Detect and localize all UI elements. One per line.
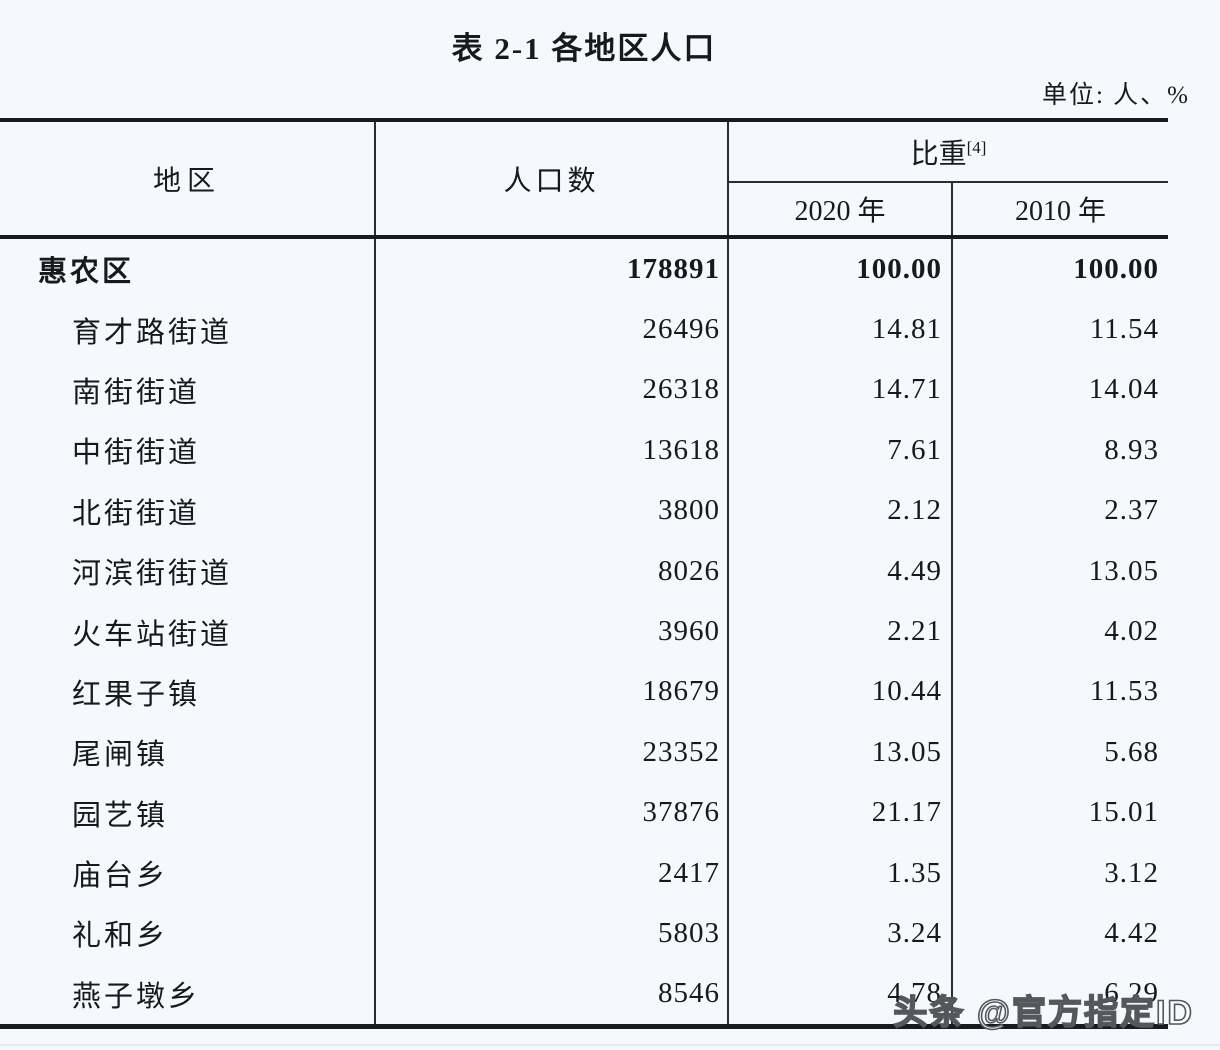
cell-region: 惠农区 (0, 239, 376, 300)
table-row: 红果子镇 18679 10.44 11.53 (0, 661, 1168, 723)
table-row: 河滨街街道 8026 4.49 13.05 (0, 540, 1168, 602)
cell-region: 南街街道 (0, 359, 376, 421)
cell-region: 礼和乡 (0, 903, 376, 964)
cell-region: 中街街道 (0, 420, 376, 481)
cell-share-2010: 6.29 (1104, 977, 1159, 1010)
table-row: 尾闸镇 23352 13.05 5.68 (0, 722, 1168, 783)
cell-region: 北街街道 (0, 480, 376, 541)
cell-population: 26318 (376, 359, 729, 421)
cell-population: 2417 (376, 842, 729, 904)
cell-share-2010: 13.05 (1088, 554, 1159, 587)
cell-share-2010: 3.12 (1104, 856, 1159, 889)
cell-share-2010: 4.02 (1104, 615, 1159, 648)
table-row: 育才路街道 26496 14.81 11.54 (0, 299, 1168, 360)
divider (0, 1044, 1220, 1046)
cell-share-2020: 10.44 (729, 661, 953, 723)
cell-region: 庙台乡 (0, 842, 376, 904)
cell-share-2010: 100.00 (1073, 252, 1159, 285)
unit-label: 单位: 人、% (1041, 82, 1190, 109)
cell-share-2020: 4.78 (729, 963, 953, 1025)
table-row: 燕子墩乡 8546 4.78 6.29 (0, 963, 1168, 1025)
cell-share-2020: 7.61 (729, 420, 953, 481)
cell-population: 13618 (376, 420, 729, 481)
cell-share-2020: 1.35 (729, 842, 953, 904)
table-header: 地区 人口数 比重 [4] 2020 年 2010 年 (0, 122, 1168, 239)
cell-population: 37876 (376, 782, 729, 843)
cell-share-2020: 2.12 (729, 480, 953, 541)
cell-share-2010: 15.01 (1088, 796, 1159, 829)
cell-share-2020: 3.24 (729, 903, 953, 964)
cell-region: 火车站街道 (0, 601, 376, 662)
cell-population: 178891 (376, 239, 729, 300)
cell-share-2010: 8.93 (1104, 433, 1159, 466)
cell-share-2020: 13.05 (729, 722, 953, 783)
cell-region: 尾闸镇 (0, 722, 376, 783)
cell-population: 3960 (376, 601, 729, 662)
cell-population: 5803 (376, 903, 729, 964)
header-region: 地区 (0, 122, 376, 235)
cell-population: 26496 (376, 299, 729, 360)
cell-region: 育才路街道 (0, 299, 376, 360)
cell-share-2010: 11.54 (1089, 313, 1159, 346)
cell-population: 23352 (376, 722, 729, 783)
cell-region: 园艺镇 (0, 782, 376, 843)
table-row: 园艺镇 37876 21.17 15.01 (0, 782, 1168, 843)
table-row: 火车站街道 3960 2.21 4.02 (0, 601, 1168, 662)
header-share: 比重 [4] (729, 122, 1168, 183)
table-row: 南街街道 26318 14.71 14.04 (0, 359, 1168, 421)
cell-share-2020: 14.81 (729, 299, 953, 360)
cell-share-2020: 2.21 (729, 601, 953, 662)
cell-share-2010: 2.37 (1104, 494, 1159, 527)
table-row: 北街街道 3800 2.12 2.37 (0, 480, 1168, 541)
cell-share-2010: 14.04 (1088, 373, 1159, 406)
population-table: 地区 人口数 比重 [4] 2020 年 2010 年 惠农区 178891 10… (0, 118, 1168, 1030)
table-row: 礼和乡 5803 3.24 4.42 (0, 903, 1168, 964)
cell-population: 8546 (376, 963, 729, 1025)
table-row: 庙台乡 2417 1.35 3.12 (0, 842, 1168, 904)
cell-share-2020: 21.17 (729, 782, 953, 843)
cell-share-2020: 14.71 (729, 359, 953, 421)
cell-share-2010: 11.53 (1089, 675, 1159, 708)
cell-region: 红果子镇 (0, 661, 376, 723)
table-body: 惠农区 178891 100.00 100.00 育才路街道 26496 14.… (0, 239, 1168, 1025)
cell-share-2020: 4.49 (729, 540, 953, 602)
header-share-label: 比重 (910, 138, 967, 170)
header-share-footnote: [4] (966, 137, 987, 157)
cell-population: 3800 (376, 480, 729, 541)
cell-population: 18679 (376, 661, 729, 723)
table-row: 中街街道 13618 7.61 8.93 (0, 420, 1168, 481)
cell-region: 燕子墩乡 (0, 963, 376, 1025)
watermark: 头条 @官方指定ID (893, 993, 1194, 1033)
table-row: 惠农区 178891 100.00 100.00 (0, 239, 1168, 300)
cell-share-2010: 5.68 (1104, 735, 1159, 768)
header-year-2010: 2010 年 (1014, 196, 1106, 227)
cell-population: 8026 (376, 540, 729, 602)
cell-share-2020: 100.00 (729, 239, 953, 300)
header-year-2020: 2020 年 (729, 183, 953, 235)
header-population: 人口数 (376, 122, 729, 235)
cell-region: 河滨街街道 (0, 540, 376, 602)
cell-share-2010: 4.42 (1104, 916, 1159, 949)
table-title: 表 2-1 各地区人口 (451, 31, 717, 66)
